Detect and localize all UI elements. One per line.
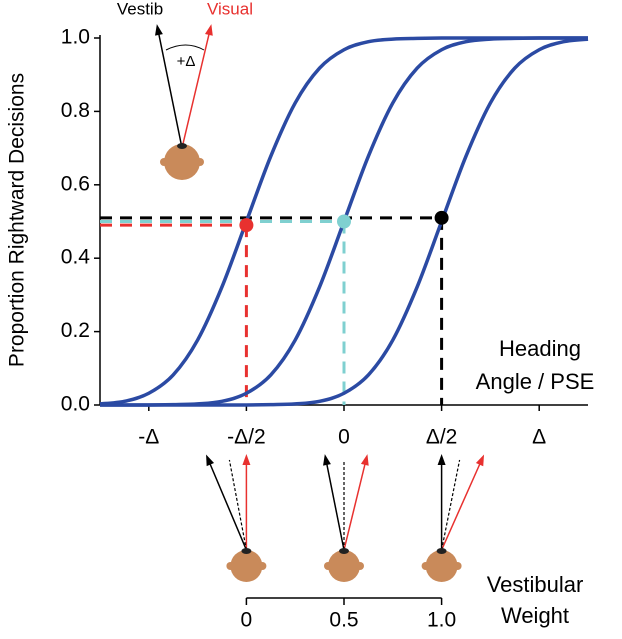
ear (324, 562, 332, 570)
x2-axis-label: Weight (501, 603, 569, 628)
x2-tick-label: 0.5 (329, 609, 358, 632)
y-tick-label: 0.6 (61, 172, 90, 195)
head (425, 550, 458, 582)
inset-head (155, 24, 213, 180)
x-axis-label: Heading (499, 336, 581, 361)
ear (258, 562, 267, 570)
x2-tick-label: 1.0 (427, 609, 456, 632)
x-tick-label: -Δ/2 (227, 426, 266, 449)
ear (453, 562, 462, 570)
x-axis-label: Angle / PSE (476, 369, 595, 394)
y-tick-label: 1.0 (61, 26, 90, 49)
y-axis-label: Proportion Rightward Decisions (6, 73, 29, 367)
arrow-head (475, 454, 485, 467)
inset-delta: +Δ (177, 53, 196, 70)
x2-axis-label: Vestibular (487, 572, 584, 597)
arrow-head (437, 454, 446, 465)
marker (434, 210, 449, 225)
arrow (440, 459, 483, 551)
nose (241, 548, 252, 554)
nose (436, 548, 447, 554)
ear (226, 562, 235, 570)
x-tick-label: 0 (338, 426, 350, 449)
inset-visual: Visual (207, 0, 253, 18)
arrow-head (242, 454, 251, 465)
arrow-head (360, 454, 369, 466)
inset-vestib: Vestib (117, 0, 163, 18)
curve (100, 37, 589, 407)
x-tick-label: Δ (532, 426, 546, 449)
x2-tick-label: 0 (241, 609, 253, 632)
arrow (228, 459, 247, 551)
arrow (325, 459, 345, 551)
arrow-head (206, 454, 215, 467)
ear (421, 562, 430, 570)
nose (339, 548, 349, 554)
y-tick-label: 0.2 (61, 319, 90, 342)
y-tick-label: 0.8 (61, 99, 90, 122)
marker (337, 214, 351, 229)
x-tick-label: -Δ (138, 426, 159, 449)
arrow-head (323, 454, 331, 466)
marker (239, 218, 254, 233)
head (328, 550, 360, 582)
x-tick-label: Δ/2 (426, 426, 458, 449)
ear (356, 562, 364, 570)
arrow (343, 459, 367, 551)
y-tick-label: 0.4 (61, 246, 91, 269)
head (230, 550, 263, 582)
arrow (207, 459, 248, 551)
y-tick-label: 0.0 (61, 393, 90, 416)
arrow (441, 459, 461, 551)
weight-heads (206, 454, 485, 582)
